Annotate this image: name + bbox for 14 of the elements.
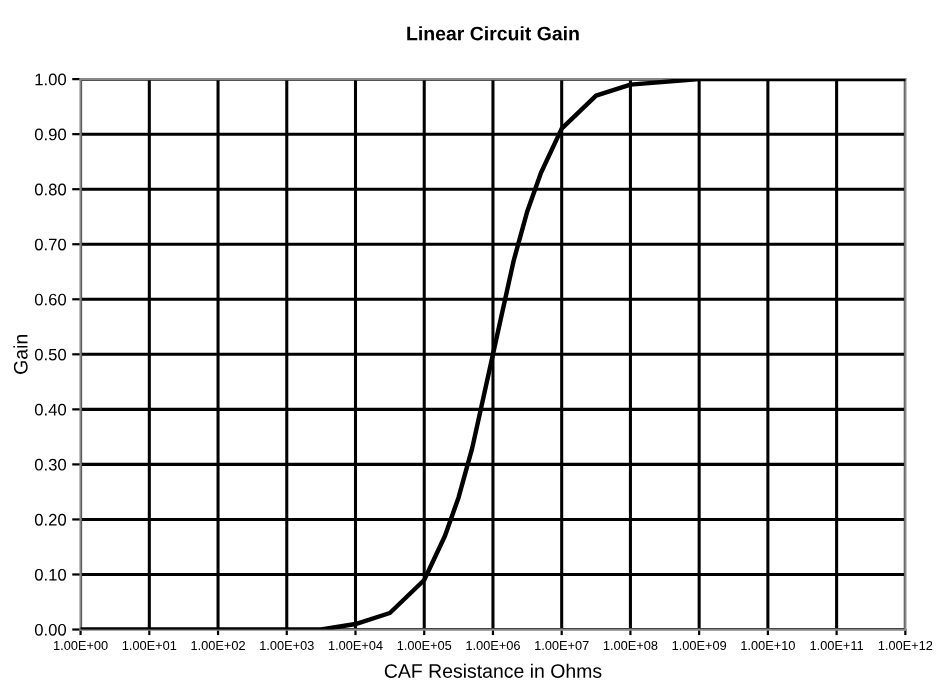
y-tick-label: 1.00 <box>35 73 67 86</box>
y-tick-label: 0.40 <box>34 403 67 416</box>
y-tick-label: 0.70 <box>34 238 67 251</box>
y-tick-label: 0.90 <box>34 128 67 141</box>
y-tick-label: 0.50 <box>34 348 67 361</box>
y-tick-label: 0.20 <box>34 513 67 526</box>
chart-title: Linear Circuit Gain <box>407 26 579 41</box>
x-axis-title: CAF Resistance in Ohms <box>384 663 602 678</box>
y-tick-label: 0.60 <box>34 293 67 306</box>
y-tick-label: 0.30 <box>34 458 67 471</box>
y-tick-label: 0.00 <box>34 623 67 636</box>
y-tick-label: 0.10 <box>34 568 67 581</box>
y-tick-label: 0.80 <box>34 183 67 196</box>
y-axis-title: Gain <box>13 335 28 374</box>
